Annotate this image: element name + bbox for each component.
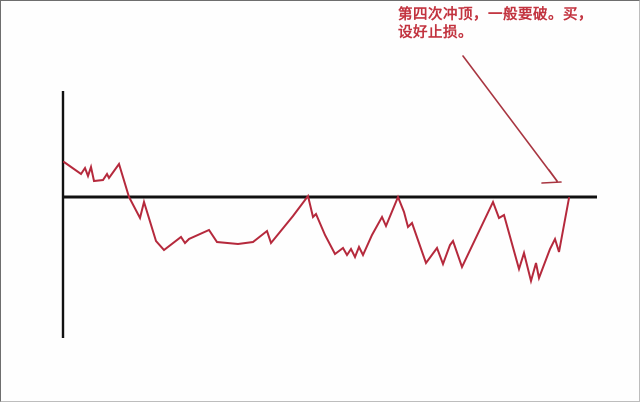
annotation-arrow-shaft: [462, 55, 558, 182]
annotation-text: 第四次冲顶，一般要破。买， 设好止损。: [398, 6, 593, 42]
annotation-line-2: 设好止损。: [398, 25, 473, 41]
price-line: [63, 161, 570, 285]
annotation-line-1: 第四次冲顶，一般要破。买，: [398, 7, 593, 23]
annotation-arrow-barb: [548, 169, 558, 182]
annotation-arrow-dash: [541, 181, 562, 184]
